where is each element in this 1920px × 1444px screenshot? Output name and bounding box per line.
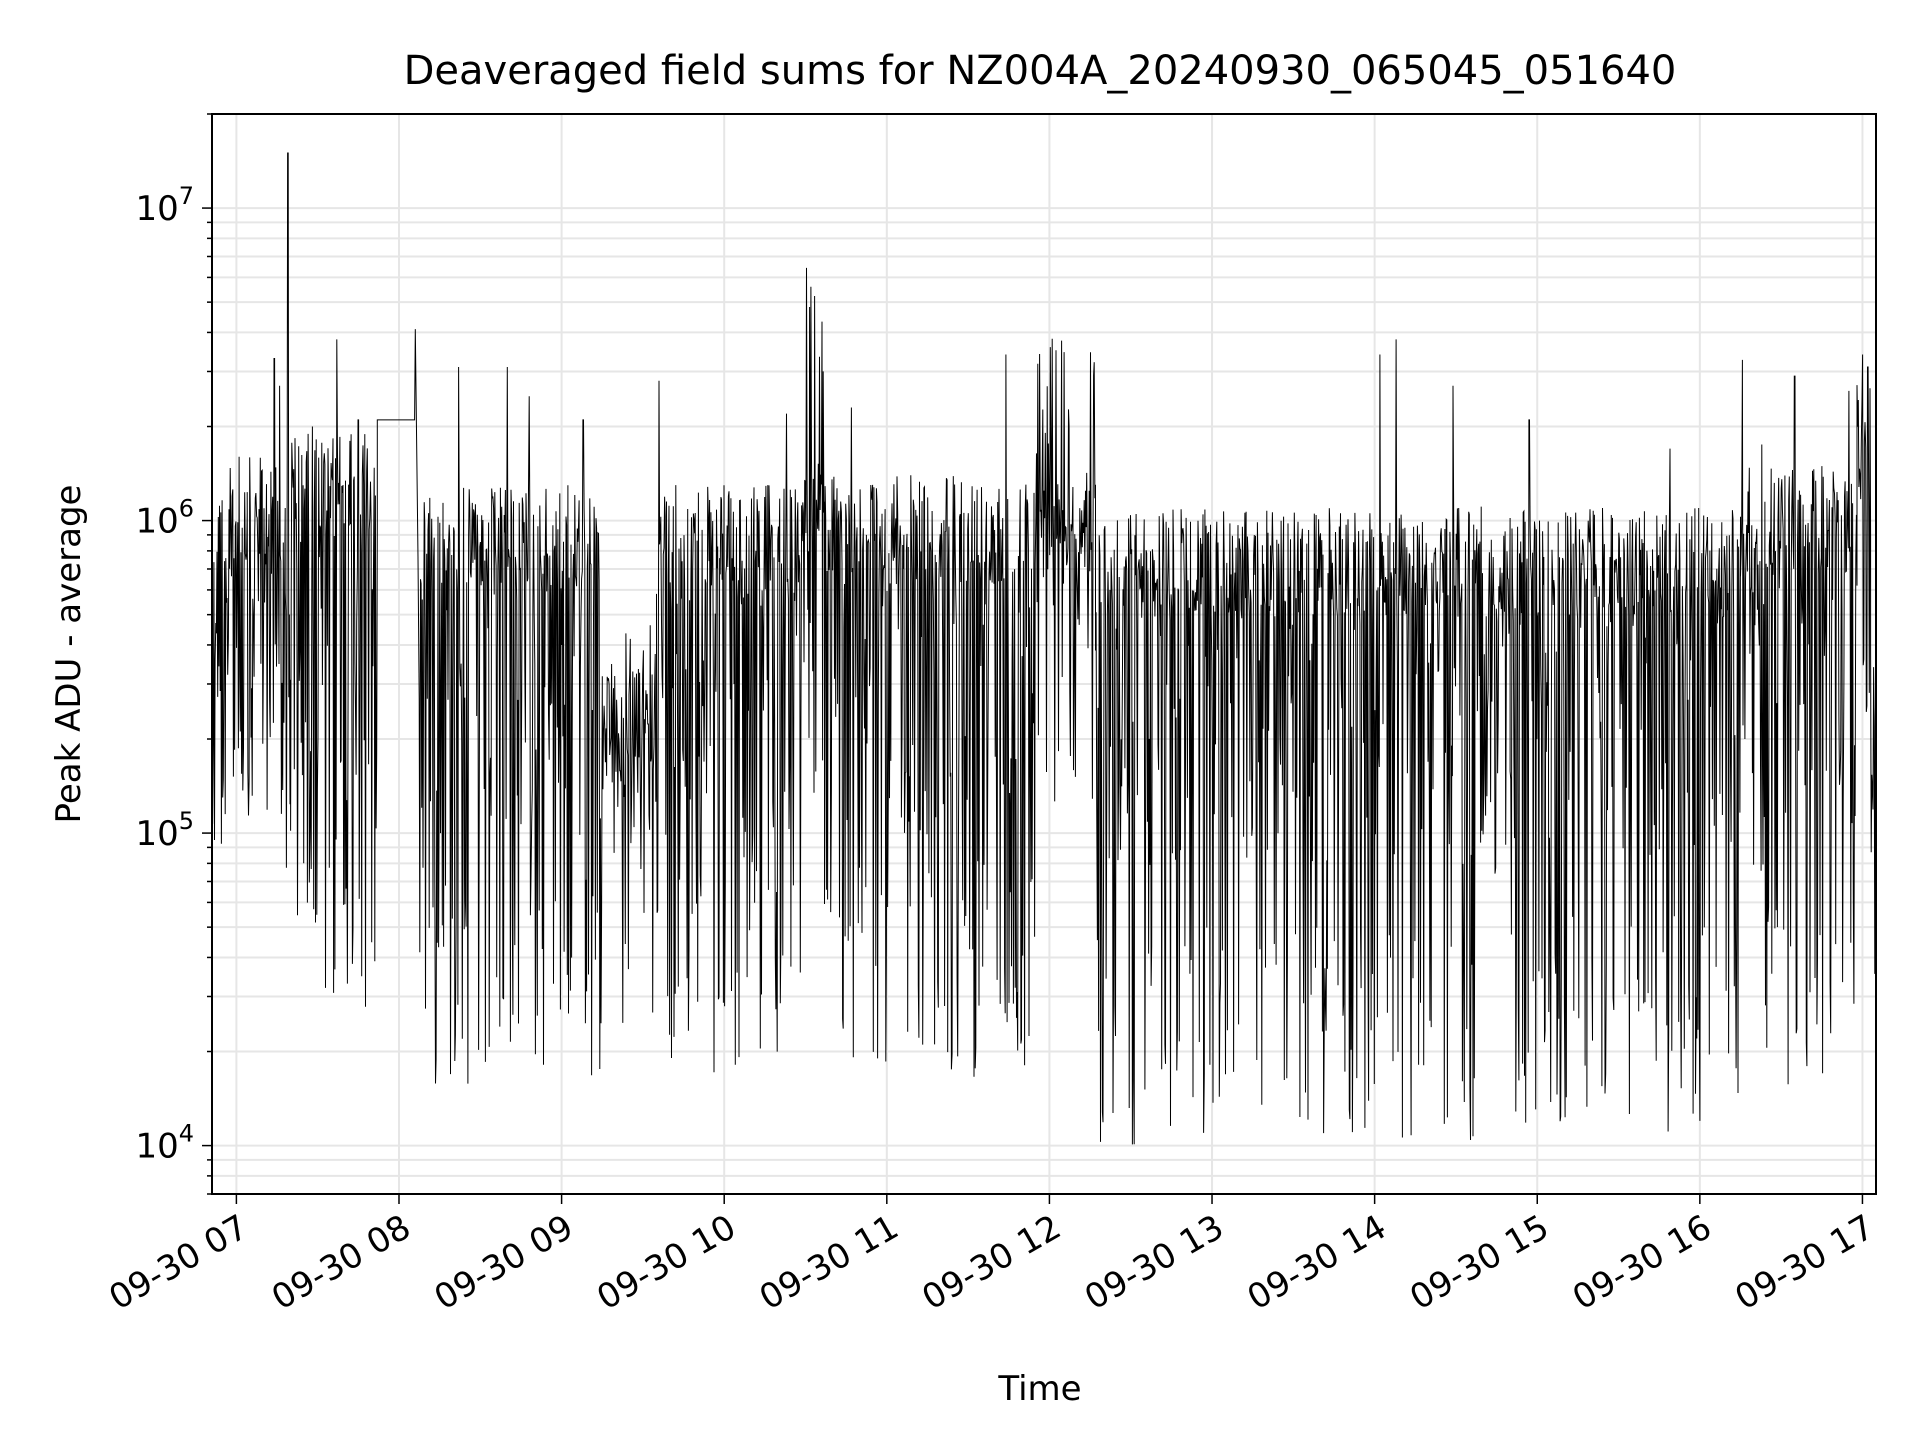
y-tick-label: 107 bbox=[135, 182, 194, 229]
y-axis-label: Peak ADU - average bbox=[49, 485, 89, 824]
chart-title: Deaveraged field sums for NZ004A_2024093… bbox=[404, 48, 1677, 94]
plot-frame bbox=[211, 113, 1877, 1195]
y-tick-label: 105 bbox=[135, 807, 194, 854]
y-tick-label: 106 bbox=[135, 495, 194, 542]
y-tick-label: 104 bbox=[135, 1120, 194, 1167]
data-series bbox=[211, 152, 1877, 1145]
series-line bbox=[211, 152, 1877, 1145]
x-axis-label: Time bbox=[997, 1369, 1081, 1409]
